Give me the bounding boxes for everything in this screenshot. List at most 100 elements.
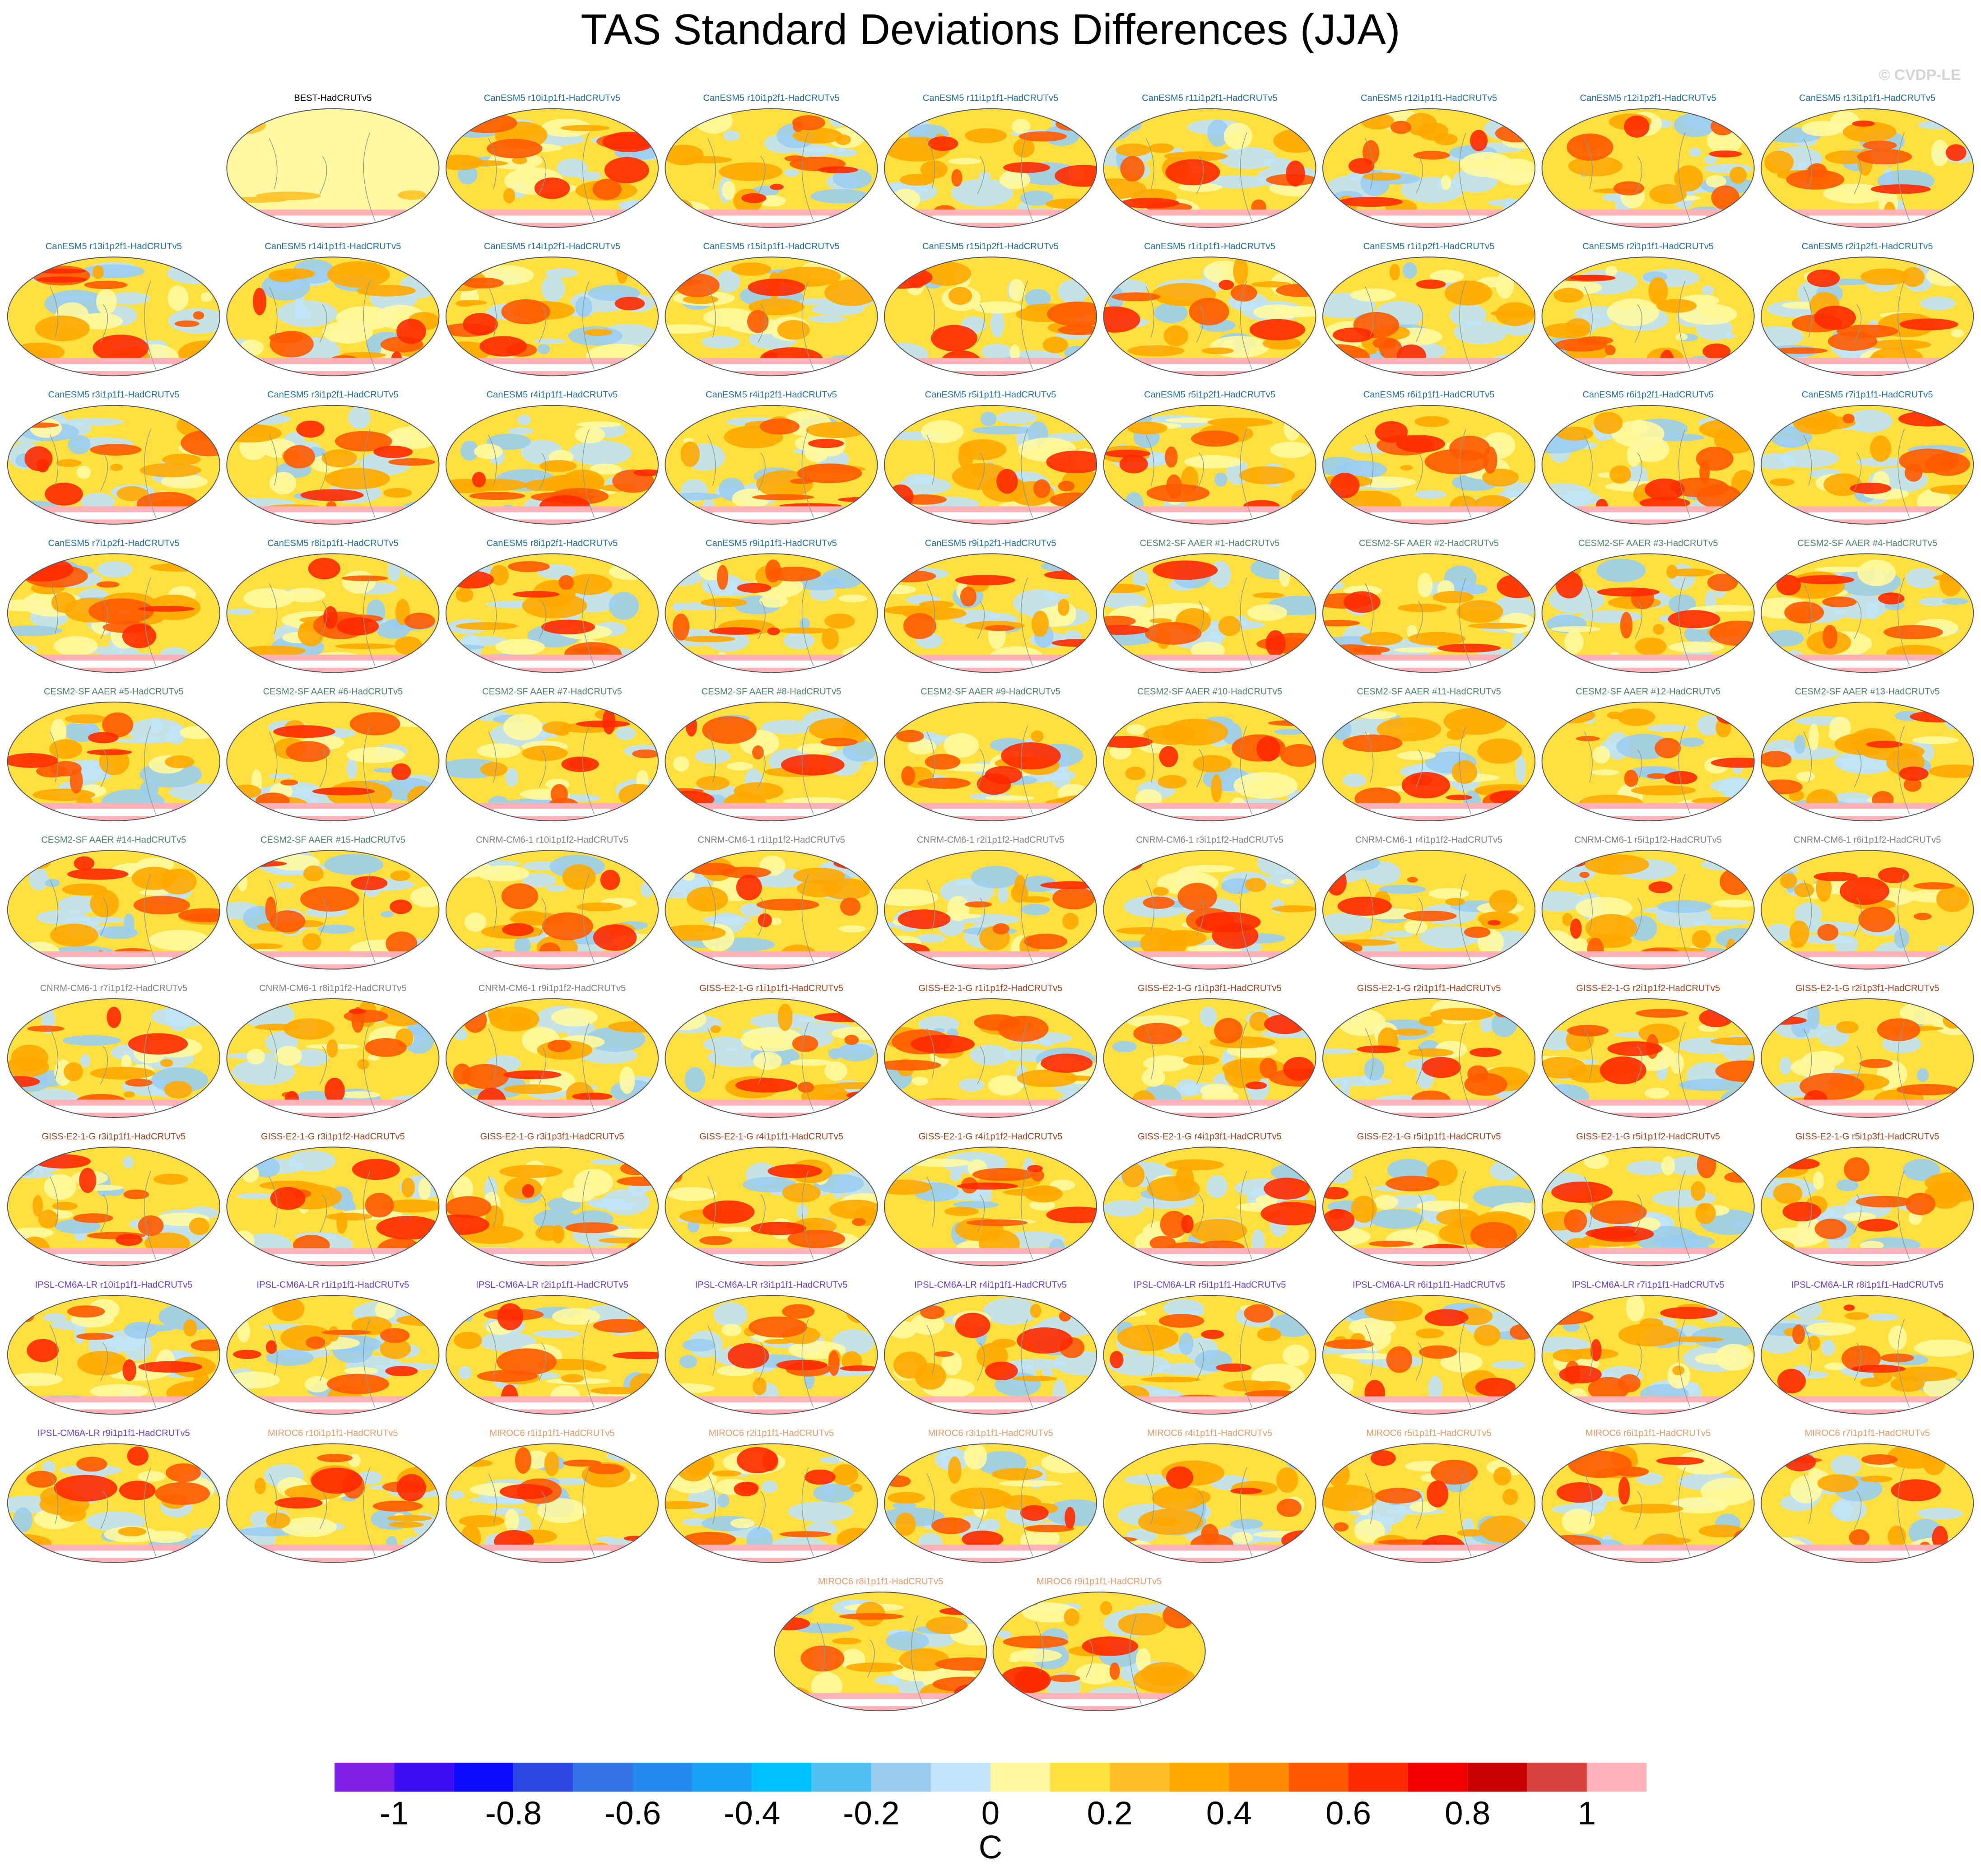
coastline	[1803, 726, 1910, 815]
panel-label: MIROC6 r1i1p1f1-HadCRUTv5	[489, 1429, 614, 1438]
map-shading	[730, 1518, 755, 1528]
map-shading	[469, 492, 525, 500]
map-shading	[1635, 638, 1667, 656]
map-shading	[838, 1453, 878, 1465]
map-shading	[1890, 1376, 1925, 1392]
map-shading	[252, 288, 267, 316]
map-shading	[932, 1402, 1049, 1410]
map-shading	[1618, 1374, 1641, 1392]
map-shading	[1256, 1195, 1278, 1205]
map-shading	[1809, 1254, 1926, 1262]
map-shading	[560, 125, 610, 131]
map-shading	[1354, 1519, 1385, 1543]
map-shading	[1058, 480, 1074, 492]
map-shading	[1626, 1160, 1667, 1175]
map-shading	[1761, 1536, 1808, 1562]
map-shading	[1110, 1351, 1124, 1369]
map-outline	[7, 701, 220, 821]
map-shading	[618, 201, 648, 209]
map-shading	[1655, 738, 1681, 759]
map-shading	[240, 1001, 295, 1028]
map-shading	[1710, 1037, 1754, 1046]
map-shading	[11, 1044, 48, 1071]
map-shading	[1224, 1061, 1262, 1089]
map-shading	[932, 1676, 987, 1692]
map-shading	[1360, 113, 1395, 130]
map-shading	[1936, 886, 1969, 912]
map-shading	[493, 512, 611, 520]
coastline	[1145, 1022, 1252, 1111]
map-shading	[303, 865, 324, 882]
map-shading	[1193, 755, 1232, 773]
map-shading	[1000, 1666, 1051, 1694]
map-shading	[107, 1006, 121, 1028]
map-shading	[1590, 1402, 1707, 1410]
map-panel	[227, 1147, 439, 1266]
map-shading	[1480, 1016, 1493, 1033]
map-shading	[629, 1373, 659, 1399]
map-shading	[7, 625, 62, 636]
map-shading	[1950, 329, 1965, 338]
map-shading	[124, 1322, 158, 1339]
map-shading	[1233, 772, 1298, 799]
map-outline	[1103, 1295, 1316, 1415]
map-shading	[1919, 597, 1949, 606]
map-shading	[1807, 269, 1840, 287]
map-shading	[348, 406, 371, 429]
map-shading	[1675, 333, 1688, 340]
panel-label: CanESM5 r3i1p1f1-HadCRUTv5	[48, 390, 179, 400]
map-shading	[497, 1303, 523, 1331]
map-shading	[1223, 122, 1252, 150]
map-shading	[1282, 1345, 1310, 1366]
map-shading	[1018, 131, 1067, 142]
map-shading	[1041, 1699, 1158, 1706]
map-shading	[1883, 625, 1944, 639]
map-shading	[270, 910, 306, 932]
map-shading	[809, 315, 846, 323]
map-panel	[227, 1443, 439, 1563]
map-shading	[55, 1254, 172, 1262]
map-shading	[1557, 427, 1593, 441]
map-shading	[1360, 632, 1403, 646]
map-shading	[1003, 1635, 1069, 1648]
map-shading	[522, 593, 587, 619]
map-shading	[1151, 957, 1268, 964]
map-shading	[998, 1015, 1049, 1042]
map-shading	[376, 1215, 439, 1240]
map-shading	[1120, 198, 1180, 209]
map-shading	[167, 285, 189, 311]
map-shading	[992, 923, 1009, 935]
map-shading	[1694, 1353, 1736, 1365]
map-shading	[1163, 325, 1188, 347]
map-shading	[1020, 1505, 1049, 1521]
map-outline	[1761, 850, 1974, 970]
map-shading	[680, 441, 700, 467]
map-shading	[782, 1183, 821, 1203]
map-shading	[464, 912, 487, 932]
map-shading	[1660, 1307, 1718, 1319]
watermark: © CVDP-LE	[1879, 67, 1961, 84]
map-shading	[682, 1339, 716, 1352]
map-shading	[503, 1070, 562, 1080]
map-panel	[7, 554, 220, 673]
map-shading	[713, 1550, 830, 1558]
map-shading	[1103, 736, 1153, 748]
map-shading	[1860, 268, 1910, 285]
map-shading	[1033, 479, 1051, 498]
map-shading	[1805, 1322, 1856, 1336]
map-shading	[138, 1215, 164, 1236]
map-shading	[1189, 1219, 1247, 1243]
map-panel	[446, 702, 659, 821]
map-shading	[1661, 1537, 1691, 1544]
map-shading	[756, 898, 819, 911]
map-outline	[7, 1146, 220, 1266]
map-shading	[699, 1236, 732, 1245]
map-shading	[335, 431, 392, 452]
map-shading	[321, 449, 357, 467]
map-shading	[781, 754, 845, 776]
map-shading	[77, 1350, 127, 1376]
map-shading	[1100, 1601, 1112, 1615]
map-shading	[932, 809, 1049, 816]
colorbar-box	[752, 1762, 812, 1792]
map-shading	[1339, 196, 1403, 207]
